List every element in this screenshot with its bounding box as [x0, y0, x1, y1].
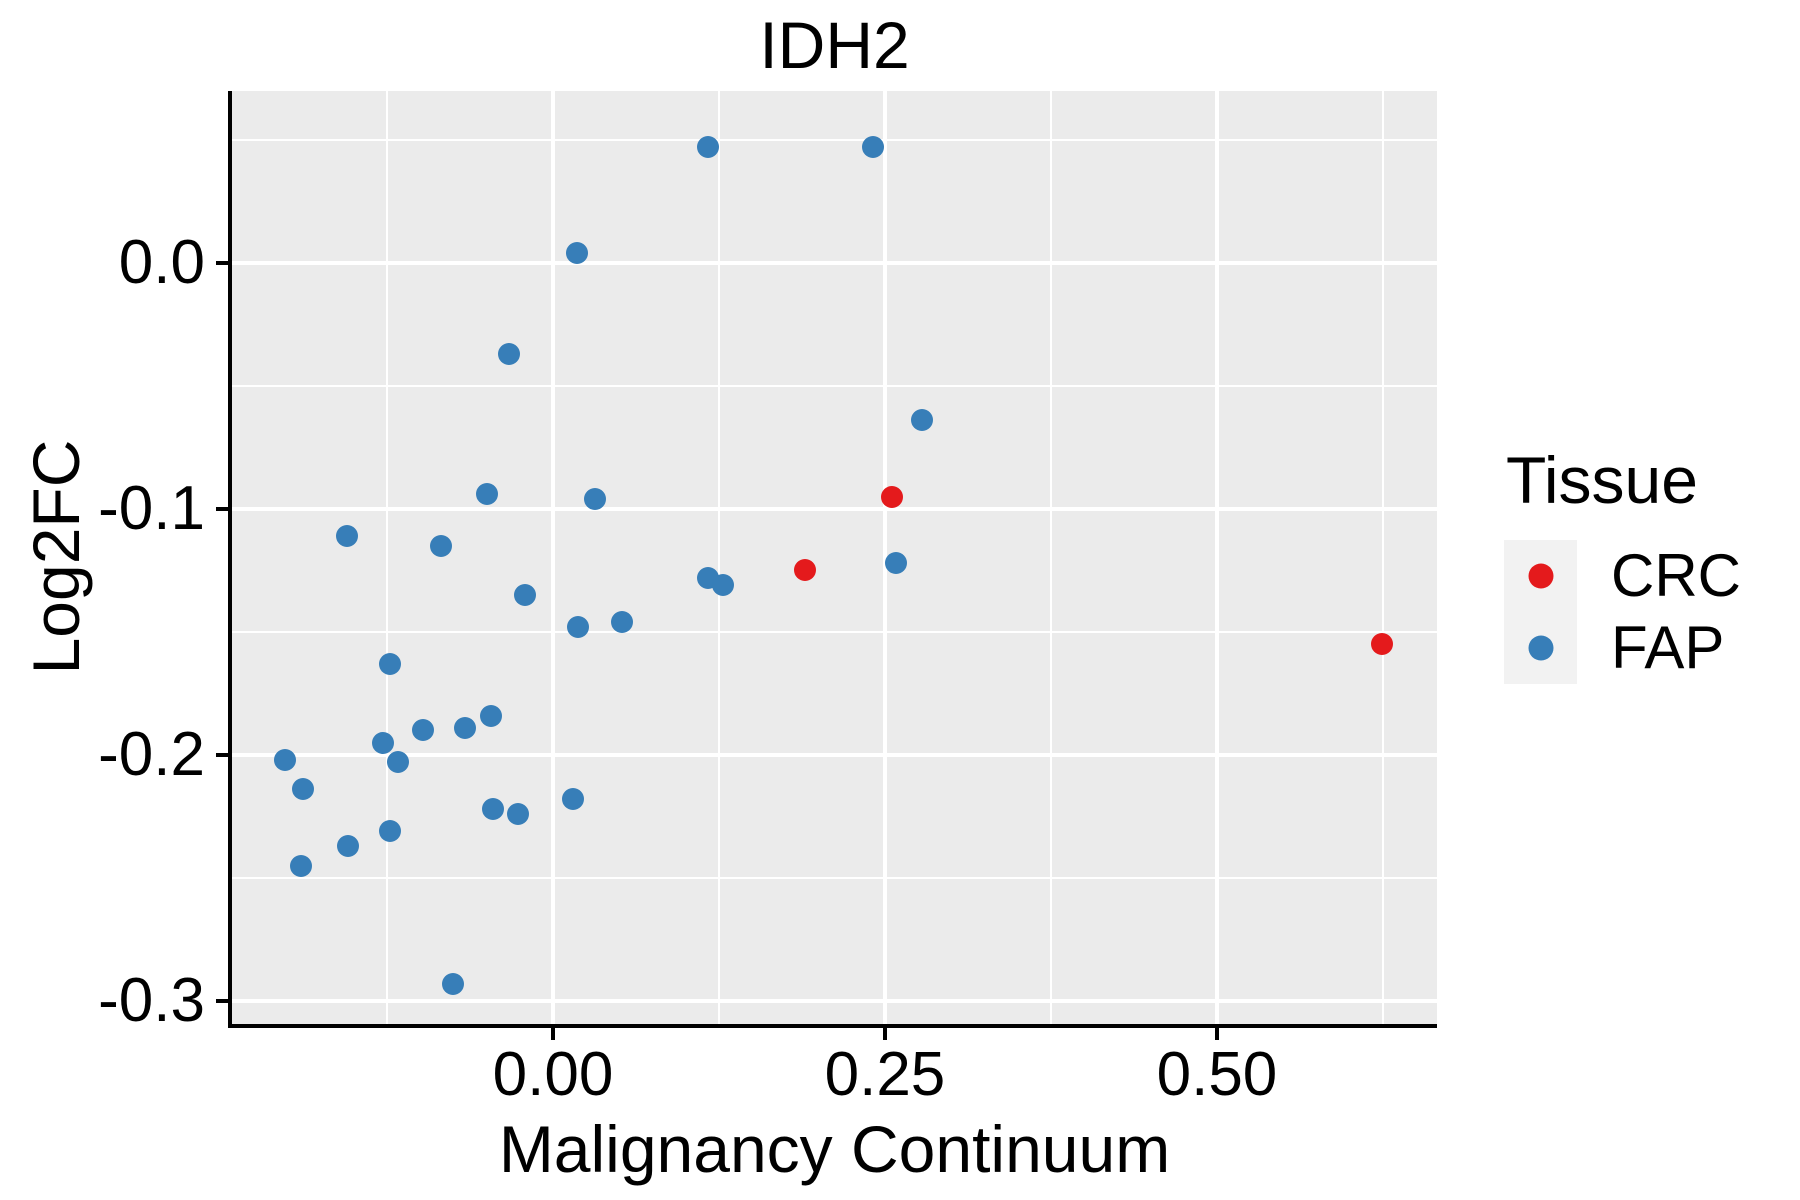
x-tick-label: 0.00 [492, 1040, 614, 1109]
minor-gridline [232, 876, 1437, 879]
major-gridline [232, 260, 1437, 265]
data-point-fap [336, 524, 359, 547]
plot-title: IDH2 [759, 8, 910, 82]
major-gridline [882, 91, 887, 1024]
y-tick-label: -0.1 [98, 473, 205, 543]
legend: Tissue CRC FAP [1504, 444, 1741, 684]
major-gridline [232, 998, 1437, 1003]
data-point-fap [475, 483, 498, 506]
legend-label: CRC [1611, 541, 1741, 609]
legend-key-box [1504, 611, 1577, 684]
major-gridline [550, 91, 555, 1024]
x-tick-label: 0.50 [1156, 1040, 1278, 1109]
legend-key-box [1504, 539, 1577, 612]
data-point-fap [337, 834, 360, 857]
plot-panel [232, 91, 1437, 1024]
minor-gridline [232, 384, 1437, 387]
x-axis-title: Malignancy Continuum [498, 1112, 1171, 1186]
legend-keys: CRC FAP [1504, 539, 1741, 684]
data-point-fap [611, 611, 634, 634]
data-point-fap [561, 788, 584, 811]
x-tick-mark [882, 1028, 887, 1040]
data-point-crc [880, 485, 903, 508]
y-tick-mark [216, 260, 228, 265]
y-tick-label: -0.2 [98, 719, 205, 789]
x-tick-mark [550, 1028, 555, 1040]
major-gridline [1214, 91, 1219, 1024]
y-tick-mark [216, 752, 228, 757]
y-tick-label: -0.3 [98, 965, 205, 1035]
data-point-fap [697, 136, 720, 159]
data-point-fap [371, 731, 394, 754]
data-point-fap [482, 798, 505, 820]
minor-gridline [1381, 91, 1384, 1024]
legend-dot-crc [1528, 563, 1553, 589]
data-point-fap [711, 574, 734, 597]
data-point-fap [378, 652, 401, 675]
data-point-fap [911, 409, 934, 432]
x-tick-label: 0.25 [824, 1040, 946, 1109]
minor-gridline [1049, 91, 1052, 1024]
major-gridline [232, 506, 1437, 511]
data-point-fap [442, 972, 465, 995]
data-point-fap [411, 719, 434, 742]
data-point-fap [289, 854, 312, 877]
y-tick-mark [216, 998, 228, 1003]
data-point-fap [292, 778, 315, 801]
data-point-fap [507, 802, 530, 825]
data-point-fap [454, 716, 477, 739]
data-point-crc [794, 559, 817, 582]
data-point-fap [386, 751, 409, 774]
legend-label: FAP [1611, 613, 1725, 681]
data-point-fap [884, 552, 907, 575]
data-point-fap [378, 820, 401, 843]
legend-dot-fap [1528, 635, 1553, 661]
minor-gridline [232, 138, 1437, 141]
data-point-fap [862, 136, 884, 159]
data-point-fap [567, 615, 590, 638]
data-point-fap [584, 488, 607, 511]
y-axis-line [228, 91, 232, 1028]
data-point-fap [498, 342, 521, 365]
data-point-fap [565, 242, 588, 265]
x-axis-line [228, 1024, 1437, 1028]
legend-entry-crc: CRC [1504, 539, 1741, 612]
legend-entry-fap: FAP [1504, 611, 1741, 684]
x-tick-mark [1214, 1028, 1219, 1040]
data-point-fap [479, 704, 502, 727]
minor-gridline [385, 91, 388, 1024]
data-point-fap [273, 748, 296, 771]
y-tick-mark [216, 506, 228, 511]
minor-gridline [232, 630, 1437, 633]
major-gridline [232, 752, 1437, 757]
legend-title: Tissue [1506, 443, 1698, 517]
y-axis-title: Log2FC [19, 439, 93, 675]
y-tick-label: 0.0 [118, 227, 205, 297]
data-point-fap [514, 584, 537, 606]
data-point-fap [430, 534, 453, 557]
data-point-crc [1370, 633, 1393, 656]
minor-gridline [717, 91, 720, 1024]
